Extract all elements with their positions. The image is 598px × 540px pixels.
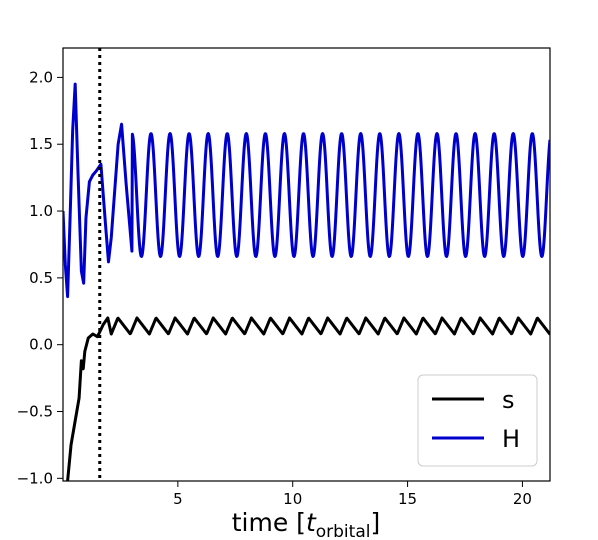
plot-area [62,47,551,482]
x-tick-label: 5 [173,490,183,508]
x-axis: 5 10 15 20 [173,481,532,508]
y-axis: −1.0 −0.5 0.0 0.5 1.0 1.5 2.0 [17,68,63,487]
series-line-s [66,316,550,481]
y-tick-label: −0.5 [17,403,53,421]
legend-label-h: H [502,425,520,453]
plot-frame [62,47,551,482]
x-axis-title-close: ] [370,508,380,537]
x-axis-title-subscript: orbital [316,522,371,540]
series-layer [63,82,550,481]
x-tick-label: 20 [513,490,532,508]
y-tick-label: 2.0 [29,68,53,86]
series-line-h [63,82,550,299]
y-tick-label: −1.0 [17,469,53,487]
y-tick-label: 1.0 [29,202,53,220]
y-tick-label: 0.5 [29,269,53,287]
x-tick-label: 10 [283,490,302,508]
x-axis-title-variable: t [306,508,317,537]
x-tick-label: 15 [398,490,417,508]
y-tick-label: 0.0 [29,336,53,354]
x-axis-title-main: time [ [232,508,306,537]
x-axis-title: time [torbital] [232,508,380,540]
legend-label-s: s [502,386,515,414]
y-tick-label: 1.5 [29,135,53,153]
legend: s H [417,374,538,467]
